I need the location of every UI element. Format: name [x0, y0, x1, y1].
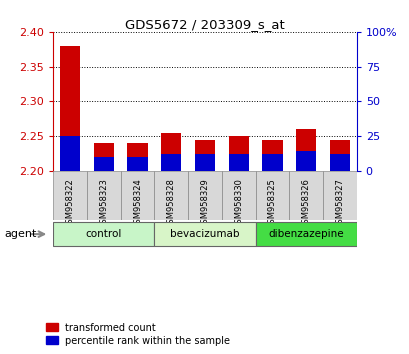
- Bar: [188, 171, 221, 221]
- Bar: [322, 171, 356, 221]
- Bar: [60, 136, 80, 171]
- Bar: [228, 136, 248, 171]
- Bar: [53, 171, 87, 221]
- Bar: [154, 222, 255, 246]
- Text: GSM958324: GSM958324: [133, 178, 142, 229]
- Bar: [329, 139, 349, 171]
- Bar: [60, 46, 80, 171]
- Text: GSM958328: GSM958328: [166, 178, 175, 229]
- Text: dibenzazepine: dibenzazepine: [267, 229, 343, 239]
- Bar: [53, 222, 154, 246]
- Bar: [154, 171, 188, 221]
- Bar: [262, 154, 282, 171]
- Legend: transformed count, percentile rank within the sample: transformed count, percentile rank withi…: [46, 323, 230, 346]
- Text: control: control: [85, 229, 122, 239]
- Bar: [289, 171, 322, 221]
- Bar: [161, 133, 181, 171]
- Text: agent: agent: [4, 229, 36, 239]
- Bar: [295, 129, 315, 171]
- Bar: [127, 143, 147, 171]
- Bar: [161, 154, 181, 171]
- Bar: [94, 143, 114, 171]
- Bar: [127, 157, 147, 171]
- Text: GSM958322: GSM958322: [65, 178, 74, 229]
- Bar: [221, 171, 255, 221]
- Bar: [329, 154, 349, 171]
- Title: GDS5672 / 203309_s_at: GDS5672 / 203309_s_at: [125, 18, 284, 31]
- Text: bevacizumab: bevacizumab: [170, 229, 239, 239]
- Bar: [262, 139, 282, 171]
- Text: GSM958330: GSM958330: [234, 178, 243, 229]
- Bar: [194, 154, 215, 171]
- Bar: [94, 157, 114, 171]
- Bar: [194, 139, 215, 171]
- Text: GSM958325: GSM958325: [267, 178, 276, 229]
- Text: GSM958327: GSM958327: [335, 178, 344, 229]
- Bar: [120, 171, 154, 221]
- Bar: [255, 171, 289, 221]
- Text: GSM958323: GSM958323: [99, 178, 108, 229]
- Bar: [295, 152, 315, 171]
- Bar: [255, 222, 356, 246]
- Text: GSM958329: GSM958329: [200, 178, 209, 229]
- Bar: [228, 154, 248, 171]
- Text: GSM958326: GSM958326: [301, 178, 310, 229]
- Bar: [87, 171, 120, 221]
